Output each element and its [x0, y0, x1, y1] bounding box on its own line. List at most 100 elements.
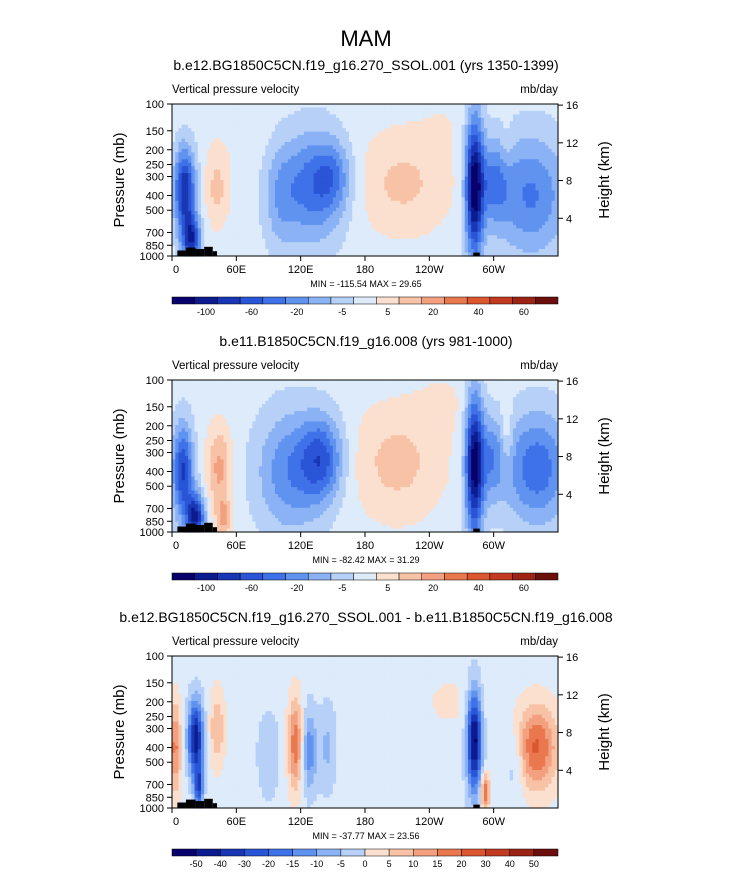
- contour-cell: [287, 224, 292, 229]
- contour-cell: [435, 180, 440, 185]
- contour-cell: [329, 235, 334, 240]
- contour-cell: [496, 218, 501, 223]
- contour-cell: [496, 190, 501, 195]
- contour-cell: [365, 104, 369, 109]
- contour-cell: [175, 128, 180, 133]
- contour-cell: [200, 176, 205, 181]
- contour-cell: [226, 159, 231, 164]
- contour-cell: [329, 138, 334, 143]
- contour-cell: [316, 145, 321, 150]
- contour-cell: [191, 197, 196, 202]
- contour-cell: [204, 228, 208, 233]
- contour-cell: [535, 159, 540, 164]
- contour-cell: [500, 238, 504, 243]
- contour-cell: [381, 176, 385, 181]
- contour-cell: [181, 180, 186, 185]
- contour-cell: [172, 176, 176, 181]
- contour-cell: [342, 162, 347, 167]
- contour-cell: [400, 135, 405, 140]
- contour-cell: [448, 218, 453, 223]
- contour-cell: [287, 110, 292, 115]
- contour-cell: [268, 131, 273, 136]
- contour-cell: [181, 238, 186, 243]
- contour-cell: [403, 110, 408, 115]
- contour-cell: [303, 107, 308, 112]
- contour-cell: [400, 183, 405, 188]
- contour-cell: [554, 207, 559, 212]
- contour-cell: [278, 145, 282, 150]
- contour-cell: [191, 131, 196, 136]
- contour-cell: [529, 159, 533, 164]
- contour-cell: [255, 107, 260, 112]
- contour-cell: [551, 128, 556, 133]
- contour-cell: [175, 148, 180, 153]
- contour-cell: [210, 214, 215, 219]
- contour-cell: [471, 183, 475, 188]
- contour-cell: [245, 242, 250, 247]
- contour-cell: [262, 245, 266, 250]
- contour-cell: [207, 159, 212, 164]
- contour-cell: [487, 200, 492, 205]
- contour-cell: [461, 169, 466, 174]
- contour-cell: [281, 180, 286, 185]
- contour-cell: [410, 104, 414, 109]
- contour-cell: [458, 114, 463, 119]
- contour-cell: [512, 238, 517, 243]
- contour-cell: [233, 135, 237, 140]
- contour-cell: [329, 176, 334, 181]
- contour-cell: [323, 162, 327, 167]
- contour-cell: [210, 197, 215, 202]
- contour-cell: [236, 207, 241, 212]
- contour-cell: [361, 180, 366, 185]
- contour-cell: [197, 231, 202, 236]
- contour-cell: [529, 117, 533, 122]
- contour-cell: [381, 238, 385, 243]
- contour-cell: [538, 114, 543, 119]
- contour-cell: [229, 104, 234, 109]
- contour-cell: [477, 173, 482, 178]
- contour-cell: [496, 186, 501, 191]
- contour-cell: [551, 107, 556, 112]
- contour-cell: [172, 124, 176, 129]
- contour-cell: [300, 193, 305, 198]
- contour-cell: [406, 218, 411, 223]
- contour-cell: [522, 200, 527, 205]
- contour-cell: [390, 245, 395, 250]
- contour-cell: [516, 190, 520, 195]
- contour-cell: [490, 204, 495, 209]
- contour-cell: [496, 200, 501, 205]
- contour-cell: [294, 193, 299, 198]
- contour-cell: [464, 231, 469, 236]
- contour-cell: [323, 224, 327, 229]
- contour-cell: [220, 135, 225, 140]
- contour-cell: [442, 190, 447, 195]
- contour-cell: [490, 231, 495, 236]
- contour-cell: [233, 145, 237, 150]
- contour-cell: [303, 186, 308, 191]
- contour-cell: [445, 117, 450, 122]
- contour-cell: [336, 186, 340, 191]
- contour-cell: [239, 155, 244, 160]
- contour-cell: [220, 107, 225, 112]
- contour-cell: [461, 166, 466, 171]
- contour-cell: [493, 114, 498, 119]
- contour-cell: [509, 138, 514, 143]
- contour-cell: [258, 107, 263, 112]
- contour-cell: [554, 221, 559, 226]
- contour-cell: [509, 207, 514, 212]
- contour-cell: [377, 145, 382, 150]
- contour-cell: [217, 135, 221, 140]
- contour-cell: [316, 114, 321, 119]
- contour-cell: [303, 231, 308, 236]
- contour-cell: [310, 200, 315, 205]
- contour-cell: [532, 242, 537, 247]
- contour-cell: [326, 228, 331, 233]
- contour-cell: [284, 186, 289, 191]
- contour-cell: [336, 107, 340, 112]
- contour-cell: [525, 162, 530, 167]
- contour-cell: [233, 186, 237, 191]
- contour-cell: [410, 176, 414, 181]
- contour-cell: [300, 242, 305, 247]
- contour-cell: [200, 224, 205, 229]
- contour-cell: [332, 117, 337, 122]
